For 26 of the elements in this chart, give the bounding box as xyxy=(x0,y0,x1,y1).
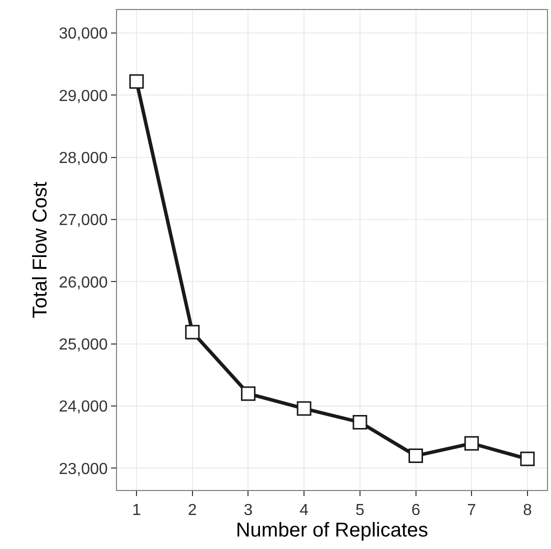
point xyxy=(408,448,424,464)
y-tick-label: 28,000 xyxy=(58,150,108,167)
point xyxy=(352,414,368,430)
point xyxy=(129,74,144,89)
y-axis-title: Total Flow Cost xyxy=(29,181,52,318)
x-tick-label: 6 xyxy=(411,502,420,520)
x-axis-title: Number of Replicates xyxy=(236,520,428,542)
y-tick-label: 26,000 xyxy=(58,274,108,292)
y-tick-label: 27,000 xyxy=(58,212,108,230)
x-tick-label: 8 xyxy=(522,502,532,520)
y-tick-label: 30,000 xyxy=(58,26,108,43)
y-tick-label: 29,000 xyxy=(58,88,108,105)
point xyxy=(464,436,479,451)
x-tick-label: 2 xyxy=(188,502,197,520)
x-tick-label: 5 xyxy=(355,502,364,520)
x-tick-label: 7 xyxy=(467,502,476,520)
x-tick-label: 4 xyxy=(300,502,309,520)
y-tick-label: 24,000 xyxy=(58,398,108,416)
x-tick-label: 3 xyxy=(244,502,253,520)
y-tick-label: 23,000 xyxy=(58,460,108,478)
point xyxy=(240,386,256,401)
x-tick-label: 1 xyxy=(132,502,142,520)
point xyxy=(185,324,200,340)
point xyxy=(296,401,312,416)
point xyxy=(520,452,535,466)
y-tick-label: 25,000 xyxy=(58,336,108,354)
